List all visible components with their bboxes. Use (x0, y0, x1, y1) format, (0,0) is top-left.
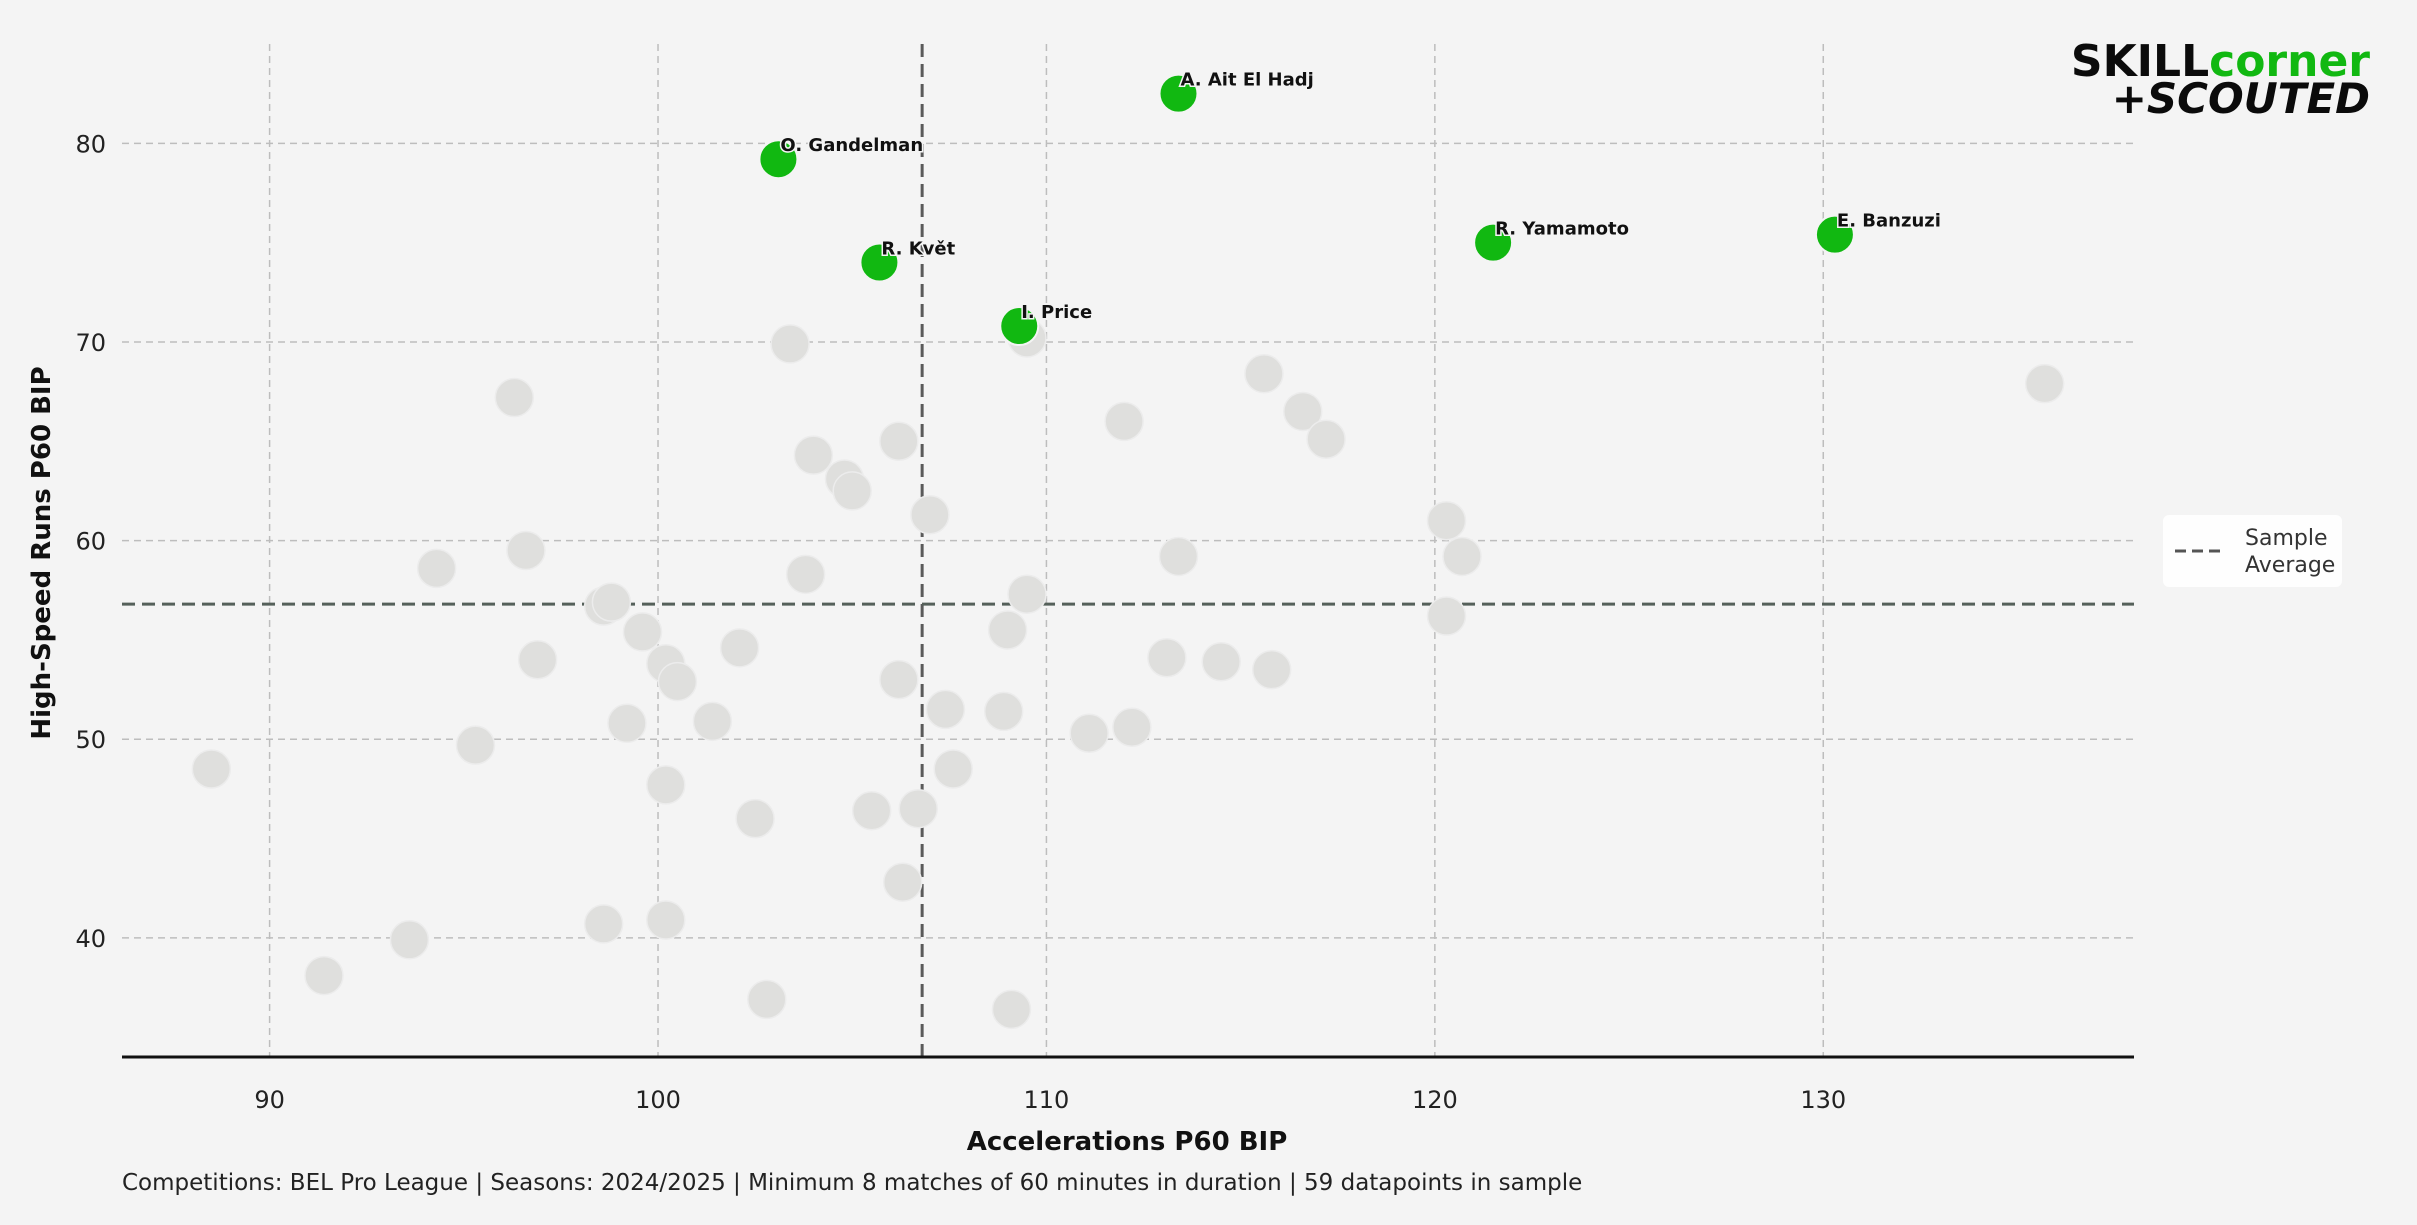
y-tick-label: 80 (75, 130, 106, 158)
data-point (304, 955, 344, 996)
legend: Sample Average (2163, 515, 2342, 587)
data-point (1283, 391, 1323, 432)
data-point (898, 788, 939, 829)
data-point (879, 659, 919, 700)
skillcorner-logo: SKILLcorner +SCOUTED (2071, 36, 2370, 123)
data-point (987, 610, 1028, 650)
data-point (622, 612, 663, 652)
data-point (607, 703, 647, 744)
data-point (735, 798, 775, 839)
data-point (1104, 401, 1144, 442)
highlighted-point-label: I. Price (1021, 302, 1092, 323)
data-point (1244, 353, 1284, 394)
x-tick-label: 90 (254, 1086, 285, 1114)
data-point (785, 554, 826, 595)
data-point (591, 582, 632, 622)
data-point (933, 749, 973, 789)
data-point (879, 421, 919, 462)
highlighted-point (1814, 214, 1855, 255)
highlighted-point-label: R. Květ (881, 238, 955, 259)
data-point (506, 530, 546, 571)
data-point (1306, 419, 1346, 460)
data-point (692, 701, 733, 742)
x-tick-label: 100 (635, 1086, 681, 1114)
grid (122, 44, 2134, 1057)
x-tick-label: 120 (1412, 1086, 1458, 1114)
highlighted-points: A. Ait El Hadj O. Gandelman R. Květ I. Pric… (758, 68, 1942, 347)
legend-box (2163, 515, 2342, 587)
y-axis-title: High-Speed Runs P60 BIP (27, 366, 57, 739)
data-point (657, 661, 698, 702)
highlighted-point (758, 139, 799, 180)
highlighted-point-label: O. Gandelman (780, 135, 923, 156)
highlighted-point (1158, 73, 1199, 114)
y-tick-label: 60 (75, 528, 106, 556)
data-point (1007, 574, 1047, 614)
data-point (991, 989, 1032, 1030)
data-point (1426, 500, 1467, 541)
data-point (747, 979, 787, 1020)
highlighted-point-label: R. Yamamoto (1495, 219, 1629, 240)
highlighted-point (1473, 222, 1514, 263)
data-point (1426, 596, 1467, 636)
data-point (1158, 536, 1199, 577)
background-points (191, 318, 2065, 1030)
logo-skill-text: SKILL (2071, 36, 2209, 87)
y-tick-label: 50 (75, 726, 106, 754)
data-point (910, 494, 950, 535)
data-point (494, 377, 535, 418)
data-point (793, 435, 834, 475)
x-tick-label: 130 (1800, 1086, 1846, 1114)
logo-corner-text: corner (2209, 36, 2370, 87)
data-point (1112, 707, 1152, 748)
data-point (1251, 649, 1292, 690)
data-point (1069, 713, 1109, 753)
data-point (646, 765, 686, 805)
y-tick-label: 40 (75, 925, 106, 953)
data-point (1201, 641, 1241, 682)
data-point (719, 628, 760, 668)
x-tick-labels: 90 100 110 120 130 (254, 1086, 1846, 1114)
data-point (583, 904, 624, 944)
x-tick-label: 110 (1024, 1086, 1070, 1114)
data-point (925, 689, 966, 730)
data-point (1442, 536, 1482, 577)
data-point (455, 725, 496, 765)
data-point (191, 749, 232, 789)
data-point (983, 691, 1024, 732)
data-point (770, 324, 810, 364)
svg-text:SKILLcorner: SKILLcorner (2071, 36, 2370, 87)
data-point (2024, 363, 2065, 404)
data-point (517, 639, 558, 680)
data-point (1147, 638, 1187, 678)
highlighted-point-label: A. Ait El Hadj (1180, 70, 1313, 91)
legend-label-line-1: Sample (2245, 526, 2328, 551)
y-tick-labels: 40 50 60 70 80 (75, 130, 106, 953)
highlighted-point (999, 306, 1040, 347)
data-point (646, 900, 686, 940)
logo-scouted-text: +SCOUTED (2112, 74, 2370, 123)
data-point (882, 862, 923, 902)
chart-caption: Competitions: BEL Pro League | Seasons: … (122, 1170, 1582, 1196)
sample-average-lines (122, 44, 2134, 1057)
data-point (416, 548, 457, 589)
highlighted-point (859, 242, 900, 283)
data-point (832, 471, 872, 511)
y-tick-label: 70 (75, 329, 106, 357)
data-point (389, 920, 430, 960)
data-point (851, 790, 892, 831)
legend-label-line-2: Average (2245, 553, 2335, 578)
highlighted-point-label: E. Banzuzi (1837, 211, 1941, 232)
x-axis-title: Accelerations P60 BIP (967, 1127, 1288, 1157)
